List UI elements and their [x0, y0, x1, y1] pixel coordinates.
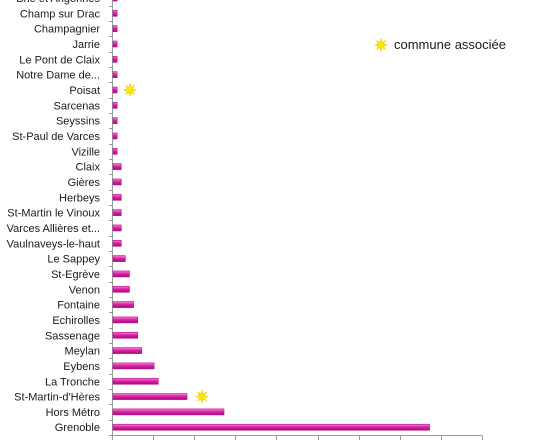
- star-icon: [373, 37, 389, 53]
- star-markers: [122, 82, 210, 404]
- category-label: St-Martin-d'Hères: [14, 392, 100, 404]
- legend-star-icon: [373, 37, 389, 53]
- bars-layer: [112, 0, 430, 431]
- bar: [112, 362, 155, 370]
- bar: [112, 10, 118, 17]
- category-label: Poisat: [69, 85, 100, 97]
- category-label: St-Egrève: [51, 269, 100, 281]
- bar: [112, 347, 143, 354]
- bar: [112, 423, 430, 431]
- bar: [112, 56, 118, 63]
- bar: [112, 331, 138, 339]
- category-label: Claix: [76, 162, 101, 174]
- bar: [112, 178, 122, 186]
- bar: [112, 301, 134, 308]
- bar: [112, 102, 118, 109]
- bar: [112, 224, 122, 232]
- bar: [112, 285, 130, 293]
- category-label: Le Sappey: [47, 254, 100, 266]
- category-labels: Brié et Angonnes Champ sur Drac Champagnie…: [7, 0, 101, 434]
- legend: commune associée: [373, 37, 506, 53]
- category-label: Brié et Angonnes: [16, 0, 100, 5]
- category-label: Venon: [69, 284, 100, 296]
- category-label: St-Martin le Vinoux: [7, 208, 100, 220]
- bar: [112, 148, 118, 155]
- bar: [112, 393, 188, 400]
- bar: [112, 0, 118, 2]
- bar: [112, 209, 122, 216]
- category-label: Vaulnaveys-le-haut: [7, 238, 100, 250]
- category-label: Sarcenas: [54, 100, 101, 112]
- category-label: Grenoble: [55, 422, 100, 434]
- category-label: Herbeys: [59, 192, 100, 204]
- bar: [112, 255, 126, 262]
- axis-layer: [109, 0, 483, 440]
- category-label: Fontaine: [57, 300, 100, 312]
- bar: [112, 377, 159, 385]
- category-label: Sassenage: [45, 330, 100, 342]
- category-label: Eybens: [63, 361, 100, 373]
- legend-label: commune associée: [394, 37, 506, 52]
- category-label: Meylan: [65, 346, 100, 358]
- category-label: St-Paul de Varces: [12, 131, 100, 143]
- bar: [112, 25, 118, 32]
- category-label: Echirolles: [52, 315, 100, 327]
- bar: [112, 71, 118, 78]
- star-icon: [194, 389, 210, 404]
- category-label: Hors Métro: [46, 407, 100, 419]
- category-label: Jarrie: [72, 39, 100, 51]
- category-label: Seyssins: [56, 116, 101, 128]
- bar: [112, 270, 130, 278]
- bar: [112, 117, 118, 124]
- bar: [112, 239, 122, 247]
- bar: [112, 132, 118, 140]
- bar: [112, 316, 138, 324]
- category-label: Varces Allières et...: [7, 223, 100, 235]
- category-label: Champagnier: [34, 24, 100, 36]
- category-label: Le Pont de Claix: [19, 54, 100, 66]
- bar: [112, 408, 225, 416]
- category-label: Notre Dame de...: [16, 70, 100, 82]
- category-label: Gières: [68, 177, 101, 189]
- bar: [112, 193, 122, 201]
- bar: [112, 40, 118, 48]
- bar: [112, 163, 122, 170]
- star-icon: [122, 82, 138, 98]
- category-label: Vizille: [71, 146, 100, 158]
- category-label: La Tronche: [45, 376, 100, 388]
- bar: [112, 86, 118, 94]
- category-label: Champ sur Drac: [20, 8, 101, 20]
